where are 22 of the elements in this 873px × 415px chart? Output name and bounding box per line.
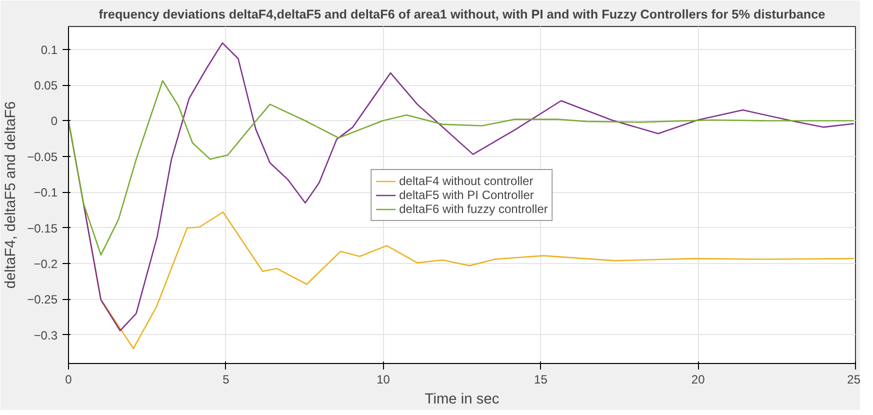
y-tick-label: −0.15 [27, 221, 58, 236]
legend-label: deltaF6 with fuzzy controller [399, 202, 548, 216]
legend-label: deltaF4 without controller [399, 174, 534, 188]
x-tick-label: 20 [691, 372, 706, 386]
y-tick-label: −0.05 [27, 150, 58, 164]
y-tick-label: 0.1 [40, 42, 58, 57]
legend-label: deltaF5 with PI Controller [399, 188, 534, 202]
y-tick-label: −0.1 [34, 186, 58, 200]
y-tick-label: 0.05 [34, 78, 58, 93]
y-tick-label: −0.3 [34, 328, 58, 342]
line-series [68, 80, 855, 256]
x-tick-label: 10 [376, 372, 390, 386]
y-tick-label: −0.25 [27, 292, 58, 307]
y-tick-label: −0.2 [34, 257, 58, 272]
y-tick-label: 0 [50, 114, 58, 128]
x-tick-label: 0 [65, 372, 72, 386]
x-tick-label: 5 [222, 372, 230, 386]
x-axis-title: Time in sec [424, 392, 500, 408]
chart-title: frequency deviations deltaF4,deltaF5 and deltaF6 of area1 without, with PI and with Fuzzy Controllers for 5% disturbance [98, 8, 826, 22]
x-tick-label: 15 [534, 372, 548, 386]
x-tick-label: 25 [847, 372, 861, 386]
y-axis-title: deltaF4, deltaF5 and deltaF6 [3, 101, 20, 289]
